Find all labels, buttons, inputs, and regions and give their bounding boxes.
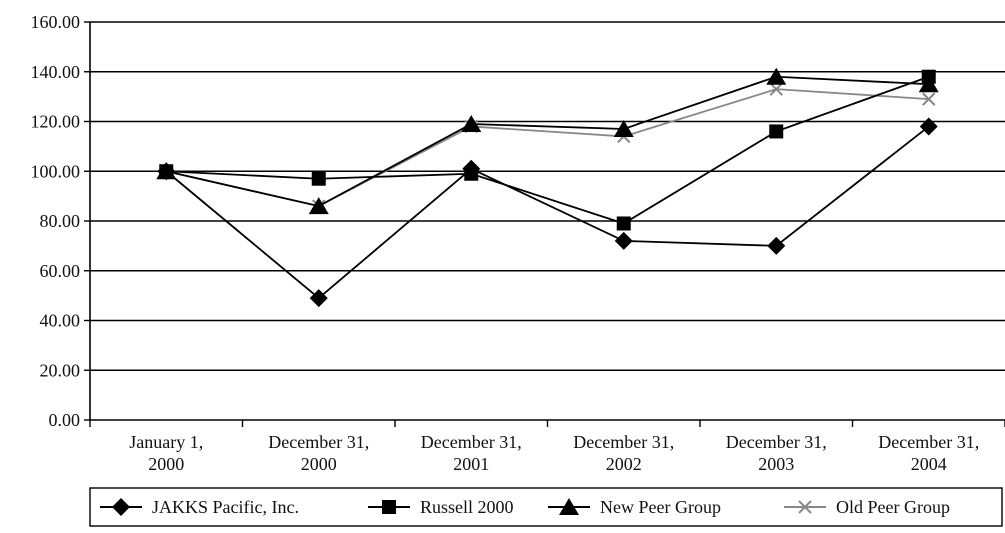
grid-lines (90, 22, 1005, 370)
data-point-marker (615, 232, 633, 250)
x-tick-label-line1: December 31, (878, 432, 979, 452)
legend-label: Russell 2000 (420, 497, 514, 517)
series-line-jakks-pacific-inc (166, 126, 929, 298)
legend-label: New Peer Group (600, 497, 721, 517)
x-tick-label-line2: 2000 (301, 454, 337, 474)
x-tick-label-line1: December 31, (421, 432, 522, 452)
x-tick-label-line2: 2000 (148, 454, 184, 474)
x-tick-label-line1: December 31, (268, 432, 369, 452)
data-point-marker (312, 172, 326, 186)
x-tick-label-line1: December 31, (573, 432, 674, 452)
y-tick-label: 20.00 (40, 360, 81, 380)
series-line-russell-2000 (166, 77, 929, 224)
x-tick-label-line2: 2002 (606, 454, 642, 474)
x-tick-label-line2: 2004 (911, 454, 947, 474)
x-tick-label-line1: December 31, (726, 432, 827, 452)
series-line-new-peer-group (166, 77, 929, 206)
data-point-marker (309, 197, 329, 214)
y-tick-label: 80.00 (40, 211, 81, 231)
legend-label: JAKKS Pacific, Inc. (152, 497, 299, 517)
y-tick-label: 60.00 (40, 261, 81, 281)
y-tick-label: 0.00 (49, 410, 81, 430)
data-point-marker (767, 237, 785, 255)
data-point-marker (922, 70, 936, 84)
series-line-old-peer-group (166, 89, 929, 206)
legend: JAKKS Pacific, Inc. Russell 2000 New Peer … (90, 488, 1002, 526)
y-tick-label: 140.00 (31, 62, 81, 82)
data-point-marker (769, 124, 783, 138)
x-tick-label-line2: 2003 (758, 454, 794, 474)
x-tick-label-line1: January 1, (129, 432, 203, 452)
legend-marker (382, 500, 396, 514)
data-point-marker (617, 216, 631, 230)
y-tick-label: 120.00 (31, 112, 81, 132)
x-tick-label-line2: 2001 (453, 454, 489, 474)
legend-label: Old Peer Group (836, 497, 950, 517)
y-tick-label: 160.00 (31, 12, 81, 32)
data-point-marker (920, 117, 938, 135)
y-tick-label: 40.00 (40, 311, 81, 331)
y-tick-label: 100.00 (31, 161, 81, 181)
